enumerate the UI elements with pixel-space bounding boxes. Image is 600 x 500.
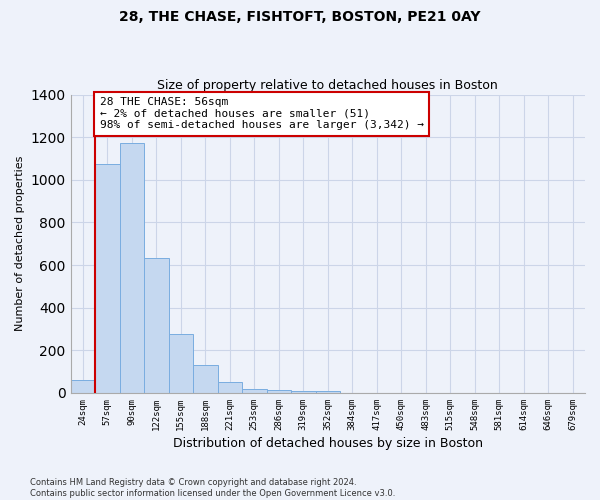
Bar: [316, 391, 340, 393]
X-axis label: Distribution of detached houses by size in Boston: Distribution of detached houses by size …: [173, 437, 483, 450]
Bar: [144, 258, 169, 393]
Text: 28, THE CHASE, FISHTOFT, BOSTON, PE21 0AY: 28, THE CHASE, FISHTOFT, BOSTON, PE21 0A…: [119, 10, 481, 24]
Text: Contains HM Land Registry data © Crown copyright and database right 2024.
Contai: Contains HM Land Registry data © Crown c…: [30, 478, 395, 498]
Bar: [242, 388, 266, 393]
Bar: [169, 334, 193, 393]
Bar: [193, 365, 218, 393]
Bar: [119, 142, 144, 393]
Bar: [266, 390, 291, 393]
Y-axis label: Number of detached properties: Number of detached properties: [15, 156, 25, 332]
Text: 28 THE CHASE: 56sqm
← 2% of detached houses are smaller (51)
98% of semi-detache: 28 THE CHASE: 56sqm ← 2% of detached hou…: [100, 97, 424, 130]
Bar: [218, 382, 242, 393]
Title: Size of property relative to detached houses in Boston: Size of property relative to detached ho…: [157, 79, 498, 92]
Bar: [71, 380, 95, 393]
Bar: [95, 164, 119, 393]
Bar: [291, 391, 316, 393]
